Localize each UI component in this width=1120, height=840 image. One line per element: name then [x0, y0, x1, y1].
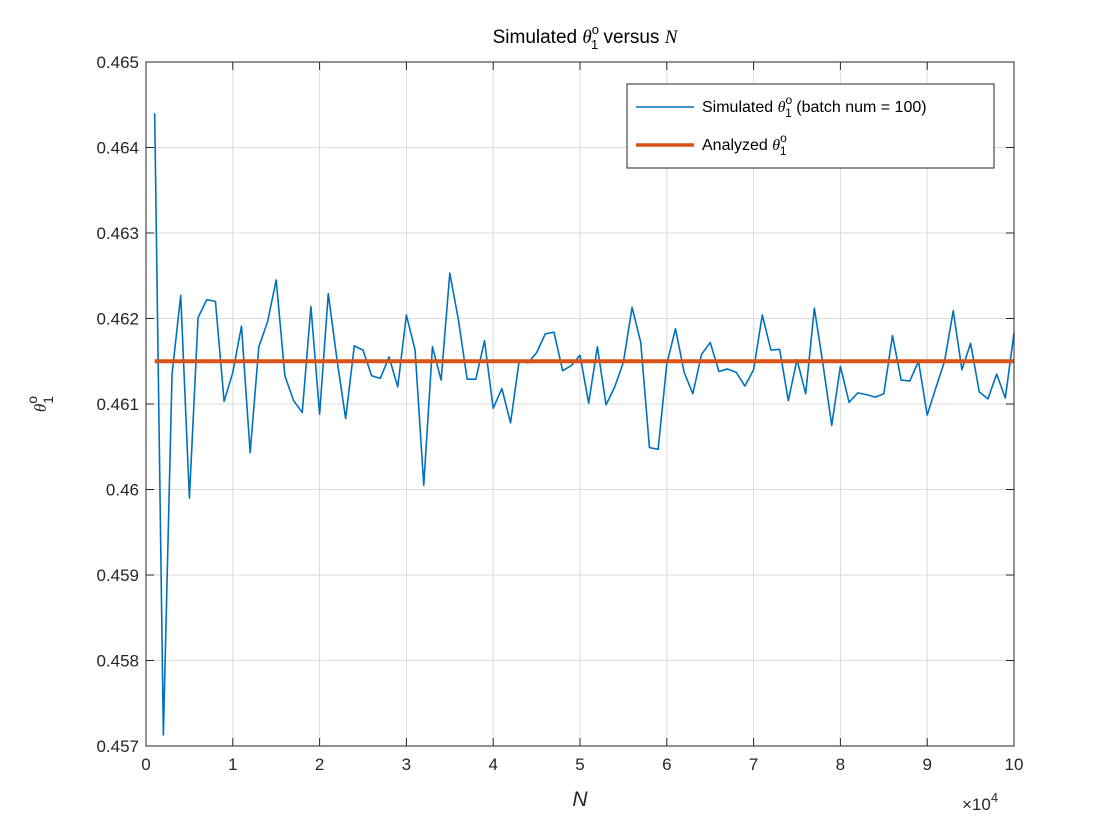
title-prefix: Simulated	[493, 27, 583, 48]
x-exponent: ×104	[962, 790, 998, 814]
series-simulated-line	[153, 113, 1015, 736]
ylabel-sup: o	[24, 396, 40, 404]
y-tick-label: 0.461	[96, 395, 139, 414]
y-axis-label: θo1	[24, 396, 56, 412]
series-layer	[153, 113, 1015, 736]
x-tick-label: 6	[662, 755, 671, 774]
x-tick-label: 4	[488, 755, 497, 774]
x-tick-label: 8	[836, 755, 845, 774]
title-sup: o	[592, 22, 599, 37]
svg-text:θo1: θo1	[24, 396, 56, 412]
x-exponent-power: 4	[991, 790, 998, 805]
y-tick-label: 0.465	[96, 53, 139, 72]
ylabel-sub: 1	[40, 396, 56, 404]
legend-entry-simulated: Simulated θo 1 (batch num = 100)	[702, 93, 927, 120]
x-tick-label: 5	[575, 755, 584, 774]
y-tick-label: 0.464	[96, 139, 139, 158]
ylabel-symbol: θ	[31, 404, 50, 412]
x-tick-label: 2	[315, 755, 324, 774]
y-tick-label: 0.458	[96, 652, 139, 671]
title-var: N	[664, 27, 679, 48]
x-tick-label: 7	[749, 755, 758, 774]
legend-entry-analyzed: Analyzed θo 1	[702, 131, 787, 158]
x-tick-label: 9	[922, 755, 931, 774]
y-tick-label: 0.46	[106, 481, 139, 500]
y-tick-label: 0.463	[96, 224, 139, 243]
x-tick-label: 0	[141, 755, 150, 774]
title-sub: 1	[591, 37, 598, 52]
chart-title: Simulated θo 1 versus N	[493, 22, 679, 52]
title-symbol: θ	[582, 27, 591, 48]
x-tick-label: 3	[402, 755, 411, 774]
y-tick-label: 0.459	[96, 566, 139, 585]
y-tick-label: 0.462	[96, 310, 139, 329]
legend: Simulated θo 1 (batch num = 100) Analyzed…	[626, 83, 995, 169]
y-tick-label: 0.457	[96, 737, 139, 756]
x-tick-label: 1	[228, 755, 237, 774]
x-axis-label: N	[572, 788, 588, 811]
x-exponent-base: ×10	[962, 795, 991, 814]
ticks: 0 1 2 3 4 5 6 7 8 9 10 0.457 0.458 0.459 0.46 0.461 0.46…	[96, 53, 1023, 774]
x-tick-label: 10	[1005, 755, 1024, 774]
title-suffix: versus	[598, 27, 665, 48]
